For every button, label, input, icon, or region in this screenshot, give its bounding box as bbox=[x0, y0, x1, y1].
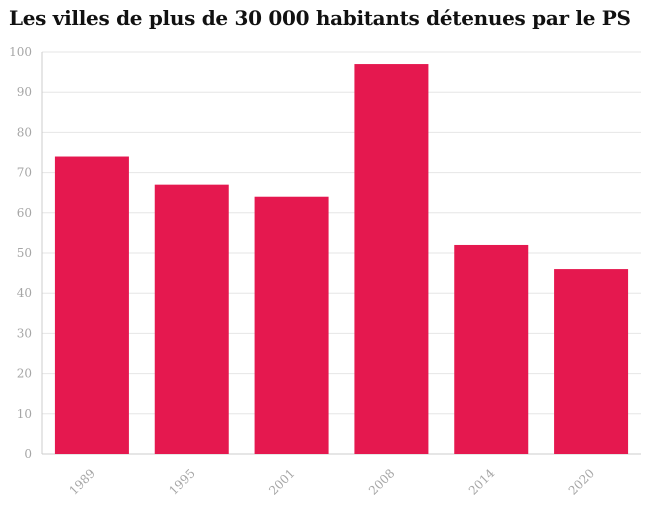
bar-2001 bbox=[254, 196, 329, 454]
bar-2014 bbox=[454, 244, 529, 454]
y-tick-label: 80 bbox=[17, 125, 32, 139]
y-tick-label: 90 bbox=[17, 85, 32, 99]
y-tick-label: 0 bbox=[24, 447, 32, 461]
bar-2020 bbox=[554, 269, 629, 454]
bars bbox=[54, 64, 629, 454]
x-tick-label: 1989 bbox=[67, 466, 98, 497]
x-tick-label: 2014 bbox=[466, 466, 498, 498]
bar-1995 bbox=[154, 184, 229, 454]
chart-title: Les villes de plus de 30 000 habitants d… bbox=[9, 6, 631, 30]
y-tick-label: 70 bbox=[17, 166, 32, 180]
y-tick-label: 10 bbox=[17, 407, 32, 421]
y-tick-label: 40 bbox=[17, 286, 32, 300]
y-tick-label: 20 bbox=[17, 367, 32, 381]
x-tick-label: 1995 bbox=[166, 466, 197, 497]
x-tick-label: 2001 bbox=[266, 466, 297, 497]
y-tick-label: 30 bbox=[17, 326, 32, 340]
axes bbox=[41, 52, 641, 455]
bar-1989 bbox=[54, 156, 129, 454]
bar-2008 bbox=[354, 64, 429, 454]
x-tick-label: 2020 bbox=[566, 466, 597, 497]
x-tick-label: 2008 bbox=[366, 466, 397, 497]
y-tick-labels: 0 10 20 30 40 50 60 70 80 90 100 bbox=[9, 45, 32, 461]
gridlines bbox=[42, 51, 641, 415]
y-tick-label: 50 bbox=[17, 246, 32, 260]
y-tick-label: 60 bbox=[17, 206, 32, 220]
y-tick-label: 100 bbox=[9, 45, 32, 59]
x-tick-labels: 1989 1995 2001 2008 2014 2020 bbox=[67, 466, 598, 498]
